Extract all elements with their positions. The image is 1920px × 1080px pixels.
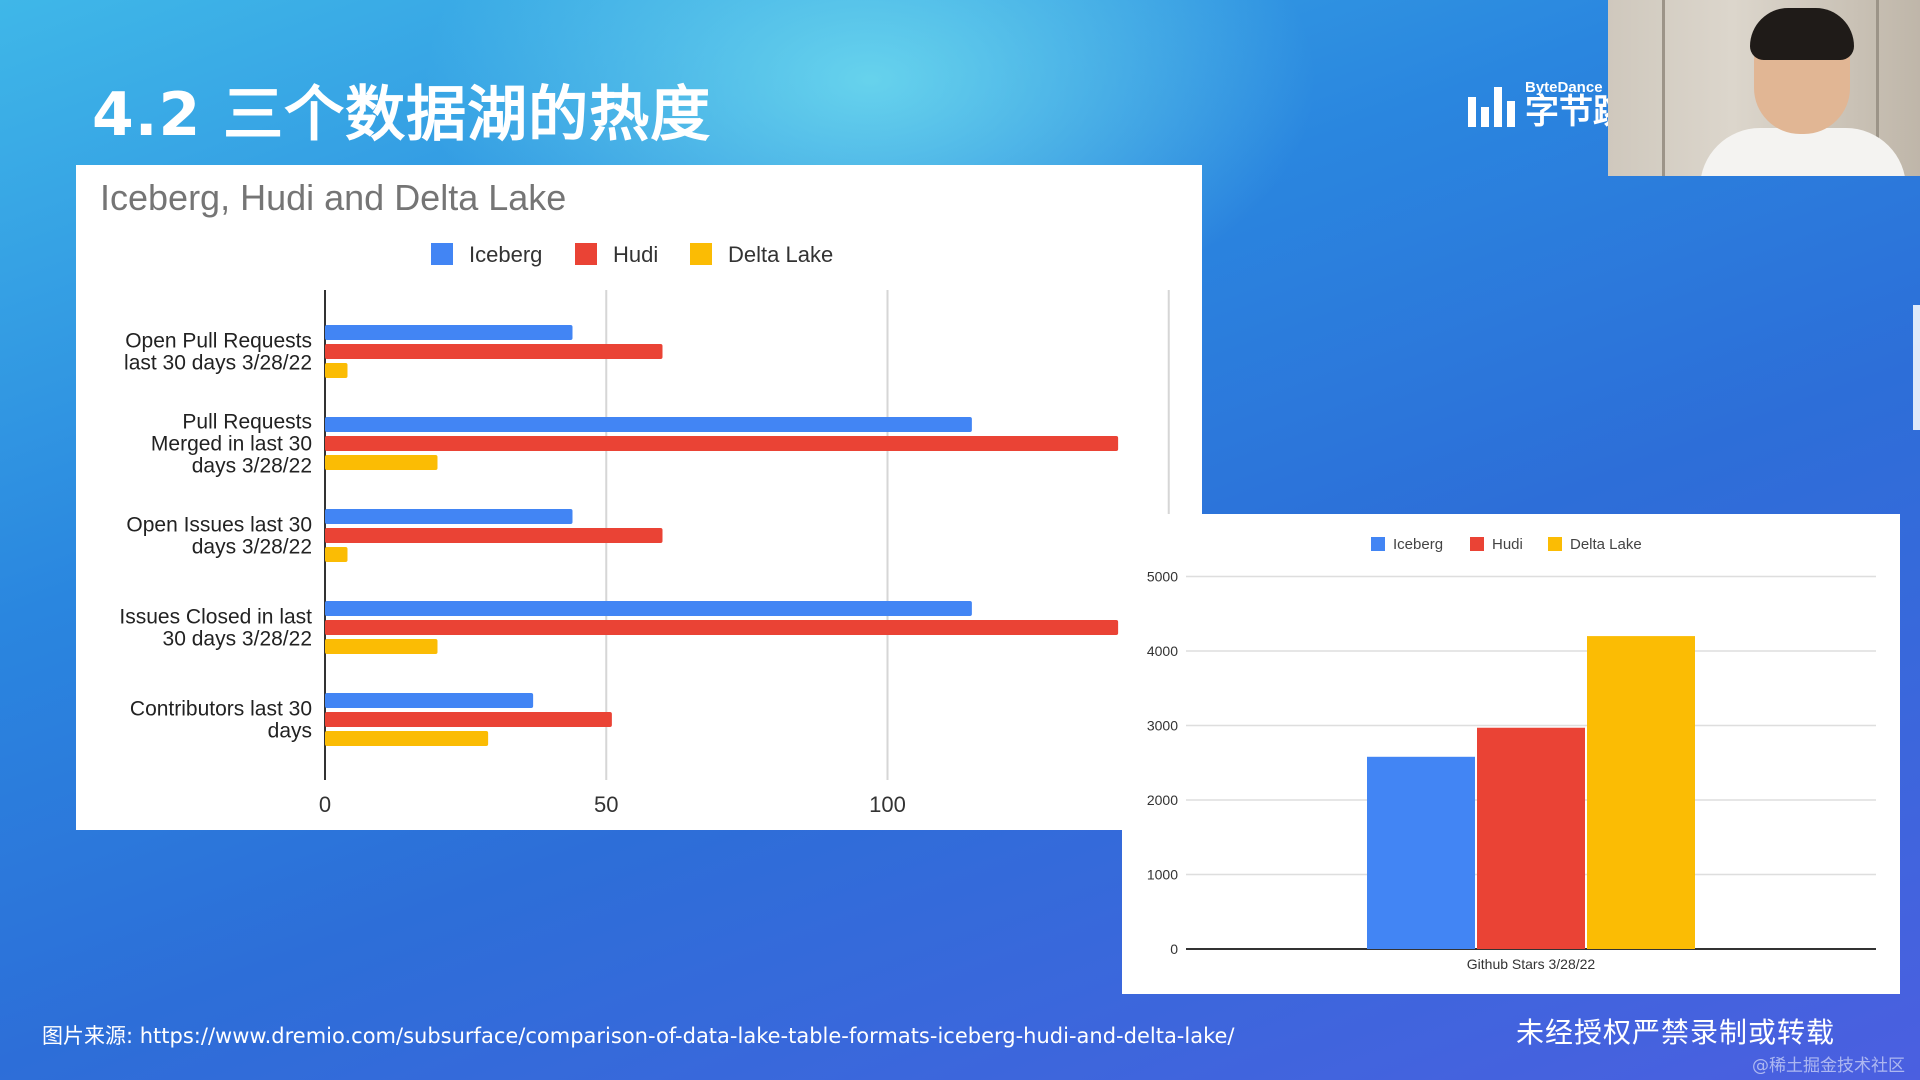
bar-0-1 (325, 344, 663, 359)
bar-2-1 (325, 528, 663, 543)
bar-1-0 (325, 417, 972, 432)
bytedance-logo-icon (1468, 83, 1515, 127)
category-label: Merged in last 30 (151, 433, 312, 456)
bar-2-2 (325, 547, 348, 562)
side-edge-tab (1913, 305, 1920, 430)
category-label: 30 days 3/28/22 (163, 628, 312, 651)
legend2-label-2: Delta Lake (1570, 536, 1642, 553)
stars-chart-svg: Iceberg Hudi Delta Lake 0 1000 2000 3000 4000 50… (1147, 536, 1876, 972)
copyright-notice: 未经授权严禁录制或转载 (1516, 1016, 1836, 1049)
slide-title: 4.2 三个数据湖的热度 (92, 80, 712, 150)
legend-swatch-2 (690, 243, 712, 265)
legend2-label-0: Iceberg (1393, 536, 1443, 553)
x-tick-label: 100 (869, 792, 906, 817)
y-tick-label: 3000 (1147, 718, 1178, 734)
bar2-1 (1477, 727, 1585, 949)
category2-label: Github Stars 3/28/22 (1467, 956, 1596, 972)
category-label: days (268, 720, 312, 743)
y-tick-label: 4000 (1147, 643, 1178, 659)
bar2-0 (1367, 756, 1475, 949)
x-tick-label: 50 (594, 792, 618, 817)
github-stars-chart: Iceberg Hudi Delta Lake 0 1000 2000 3000 4000 50… (1122, 514, 1900, 994)
legend2-label-1: Hudi (1492, 536, 1523, 553)
bar-3-1 (325, 620, 1119, 635)
category-label: Contributors last 30 (130, 698, 312, 721)
bar-3-2 (325, 639, 438, 654)
watermark-text: @稀土掘金技术社区 (1752, 1056, 1905, 1076)
legend-swatch-0 (431, 243, 453, 265)
bar-4-1 (325, 712, 612, 727)
y-tick-label: 1000 (1147, 867, 1178, 883)
bar2-2 (1587, 636, 1695, 949)
category-label: Open Pull Requests (125, 330, 312, 353)
legend2-swatch-0 (1371, 537, 1385, 551)
chart-title: Iceberg, Hudi and Delta Lake (100, 177, 566, 218)
image-source-text: 图片来源: https://www.dremio.com/subsurface/… (42, 1024, 1235, 1048)
activity-chart-svg: Iceberg, Hudi and Delta Lake Iceberg Hudi D… (100, 177, 1170, 817)
y-tick-label: 2000 (1147, 792, 1178, 808)
legend-label-2: Delta Lake (728, 242, 833, 267)
presenter-shirt (1700, 128, 1906, 176)
category-label: Open Issues last 30 (126, 514, 312, 537)
bar-1-1 (325, 436, 1119, 451)
webcam-feed (1608, 0, 1920, 176)
category-label: days 3/28/22 (192, 536, 312, 559)
presenter-hair (1750, 8, 1854, 60)
x-tick-label: 0 (319, 792, 331, 817)
y-tick-label: 0 (1170, 941, 1178, 957)
logo-text-en: ByteDance (1525, 79, 1603, 96)
bar-4-0 (325, 693, 534, 708)
bar-4-2 (325, 731, 489, 746)
category-label: last 30 days 3/28/22 (124, 352, 312, 375)
y-tick-label: 5000 (1147, 569, 1178, 585)
bar-3-0 (325, 601, 972, 616)
category-label: days 3/28/22 (192, 455, 312, 478)
category-label: Issues Closed in last (119, 606, 312, 629)
category-label: Pull Requests (182, 411, 312, 434)
bar-0-0 (325, 325, 573, 340)
bar-1-2 (325, 455, 438, 470)
activity-bar-chart: Iceberg, Hudi and Delta Lake Iceberg Hudi D… (76, 165, 1202, 830)
bytedance-logo: ByteDance 字节跳 (1468, 80, 1627, 129)
legend2-swatch-1 (1470, 537, 1484, 551)
bar-2-0 (325, 509, 573, 524)
legend-label-1: Hudi (613, 242, 658, 267)
legend-swatch-1 (575, 243, 597, 265)
legend-label-0: Iceberg (469, 242, 542, 267)
legend2-swatch-2 (1548, 537, 1562, 551)
bar-0-2 (325, 363, 348, 378)
